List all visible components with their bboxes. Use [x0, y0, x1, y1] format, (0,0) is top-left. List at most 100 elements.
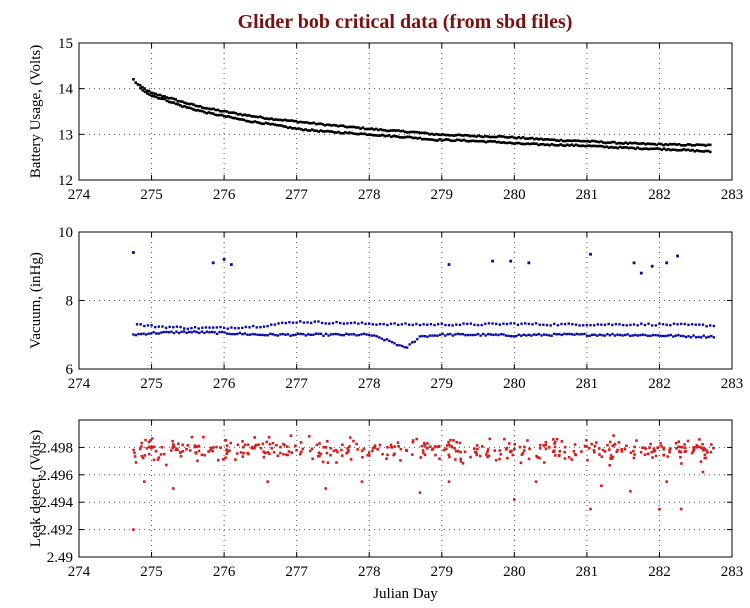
data-point: [386, 129, 389, 133]
data-point: [600, 323, 603, 326]
data-point: [712, 324, 716, 328]
data-point: [538, 323, 541, 326]
data-point: [700, 149, 703, 153]
data-point: [361, 132, 365, 136]
data-point: [144, 438, 147, 442]
data-point: [158, 93, 162, 97]
panel-battery: 274 275 276 277 278 279 280 281 282 283 12 13 14 15 Ba…: [28, 36, 743, 203]
data-point: [392, 129, 396, 132]
data-point: [309, 333, 313, 337]
data-point: [570, 143, 573, 147]
data-point: [683, 443, 686, 446]
data-point: [578, 324, 581, 327]
data-point: [271, 122, 274, 126]
data-point: [220, 113, 224, 117]
y-tick-label: 2.498: [39, 440, 73, 456]
data-point: [418, 323, 422, 327]
data-point: [709, 450, 713, 454]
data-point: [282, 125, 285, 128]
data-point: [414, 130, 418, 134]
data-point: [165, 330, 168, 334]
data-point: [589, 507, 592, 511]
data-point: [399, 447, 403, 451]
data-point: [512, 136, 516, 140]
data-point: [608, 334, 612, 337]
data-point: [167, 96, 171, 100]
data-point: [210, 330, 214, 334]
data-point: [354, 132, 358, 136]
data-point: [664, 148, 668, 152]
data-point: [498, 457, 501, 461]
data-point: [579, 144, 582, 148]
data-point: [592, 449, 596, 452]
data-point: [261, 333, 264, 337]
data-point: [678, 148, 681, 152]
data-point: [612, 434, 615, 437]
data-point: [398, 136, 402, 139]
data-point: [469, 322, 472, 325]
data-point: [553, 440, 557, 444]
data-point: [618, 333, 622, 337]
data-point: [279, 333, 282, 336]
data-point: [159, 97, 162, 100]
data-point: [150, 437, 154, 440]
data-point: [348, 125, 351, 129]
data-point: [247, 120, 250, 123]
data-point: [462, 322, 465, 325]
data-point: [684, 148, 688, 152]
data-point: [465, 322, 469, 326]
x-tick-label: 276: [213, 376, 236, 392]
data-point: [267, 117, 271, 121]
data-point: [698, 323, 701, 326]
data-point: [267, 435, 271, 439]
data-point: [619, 141, 623, 145]
data-point: [219, 446, 222, 449]
data-point: [360, 480, 364, 483]
data-point: [194, 104, 198, 108]
data-point: [279, 451, 282, 455]
data-point: [639, 142, 643, 145]
data-point: [620, 450, 624, 453]
data-point: [234, 458, 237, 461]
data-point: [178, 104, 182, 107]
data-point: [606, 141, 610, 144]
data-point: [140, 445, 143, 448]
data-point: [387, 134, 391, 137]
data-point: [677, 445, 680, 449]
data-point: [686, 439, 690, 443]
data-point: [176, 99, 180, 103]
y-tick-label: 10: [58, 225, 73, 241]
data-point: [205, 330, 209, 333]
data-point: [537, 143, 541, 147]
data-point: [279, 445, 282, 449]
data-point: [509, 322, 512, 325]
data-point: [486, 135, 489, 138]
data-point: [642, 142, 645, 145]
data-point: [183, 104, 186, 108]
data-point: [142, 332, 145, 335]
data-point: [701, 446, 705, 450]
data-point: [476, 323, 480, 327]
data-point: [176, 448, 179, 452]
data-point: [652, 447, 656, 451]
data-point: [332, 449, 336, 453]
data-point: [431, 334, 434, 337]
data-point: [526, 439, 529, 442]
data-point: [437, 133, 440, 136]
data-point: [671, 148, 675, 151]
data-point: [536, 455, 539, 459]
data-point: [659, 442, 662, 445]
data-point: [276, 454, 280, 458]
data-point: [471, 139, 475, 143]
data-point: [283, 118, 287, 122]
data-point: [687, 323, 690, 327]
data-point: [574, 453, 578, 457]
data-point: [389, 443, 393, 447]
data-point: [697, 143, 701, 147]
data-point: [630, 141, 634, 145]
data-point: [195, 330, 198, 334]
data-point: [198, 104, 202, 108]
data-point: [233, 332, 236, 336]
data-point: [193, 444, 197, 447]
data-point: [544, 447, 548, 451]
